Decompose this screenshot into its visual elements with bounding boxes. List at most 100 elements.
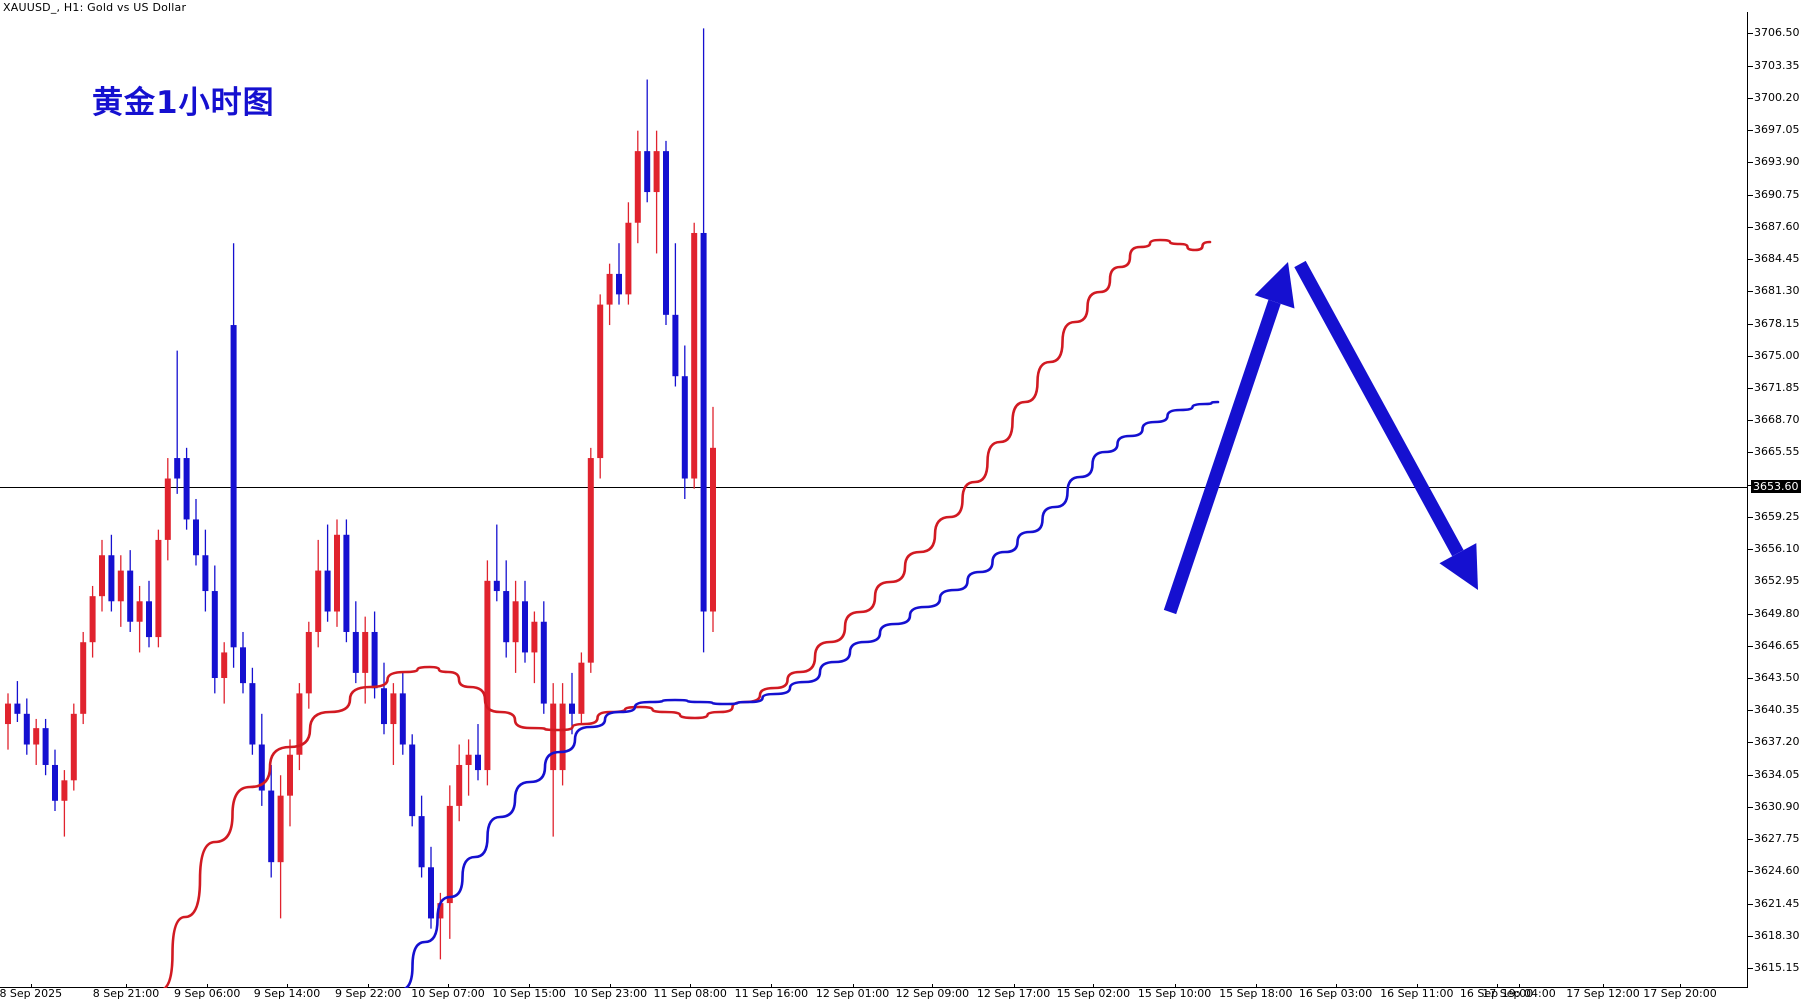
candle-body <box>70 713 77 781</box>
time-axis-tick <box>1013 984 1015 988</box>
candle-body <box>89 596 96 643</box>
price-axis-tick <box>1748 162 1753 164</box>
candle-body <box>691 232 698 479</box>
forecast-arrow-annotation[interactable] <box>0 12 1748 988</box>
candle-body <box>569 703 575 714</box>
price-axis-tick <box>1748 420 1753 422</box>
time-axis-label: 15 Sep 18:00 <box>1219 987 1293 1000</box>
price-axis-label: 3703.35 <box>1754 58 1800 72</box>
time-axis-tick <box>852 984 854 988</box>
candle-body <box>146 601 152 638</box>
price-axis-tick <box>1748 194 1753 196</box>
price-axis-label: 3700.20 <box>1754 90 1800 104</box>
candle-body <box>249 683 256 745</box>
forecast-arrow-up-icon[interactable] <box>1163 262 1295 615</box>
time-axis-label: 16 Sep 19:00 <box>1459 987 1534 1000</box>
candle-body <box>409 744 416 817</box>
time-axis-label: 10 Sep 07:00 <box>411 987 485 1000</box>
time-axis-label: 17 Sep 12:00 <box>1566 987 1640 1000</box>
candle-body <box>559 703 566 771</box>
candle-body <box>221 652 228 679</box>
candle-body <box>493 580 500 592</box>
time-axis-tick <box>207 984 209 988</box>
price-axis-label: 3646.65 <box>1754 638 1800 652</box>
candle-body <box>550 703 557 771</box>
candle-body <box>108 555 115 602</box>
price-axis-label: 3678.15 <box>1754 316 1800 330</box>
current-price-tag[interactable]: 3653.60 <box>1751 480 1801 493</box>
candle-body <box>14 703 21 714</box>
price-axis-tick <box>1748 97 1753 99</box>
time-axis-label: 17 Sep 04:00 <box>1482 987 1556 1000</box>
time-axis-label: 11 Sep 16:00 <box>734 987 809 1000</box>
price-axis-tick <box>1748 645 1753 647</box>
price-axis-label: 3681.30 <box>1754 284 1800 298</box>
time-axis-label: 16 Sep 11:00 <box>1380 987 1454 1000</box>
plot-area[interactable]: 黄金1小时图 <box>0 12 1748 988</box>
price-axis-tick <box>1748 871 1753 873</box>
time-axis-label: 8 Sep 21:00 <box>92 987 160 1000</box>
price-axis-label: 3640.35 <box>1754 703 1800 717</box>
candle-body <box>52 764 58 801</box>
time-axis-tick <box>126 984 127 988</box>
candle-body <box>315 570 322 632</box>
price-axis-label: 3624.60 <box>1754 864 1800 878</box>
candle-body <box>23 713 30 745</box>
candle-body <box>305 631 312 694</box>
candle-body <box>390 693 397 725</box>
candle-body <box>700 232 707 612</box>
candle-body <box>512 601 519 643</box>
price-axis-label: 3665.55 <box>1754 445 1800 459</box>
candle-body <box>606 273 613 305</box>
candle-body <box>540 621 547 704</box>
price-axis-label: 3649.80 <box>1754 606 1800 620</box>
price-axis-tick <box>1748 968 1753 970</box>
price-axis-label: 3671.85 <box>1754 380 1800 394</box>
forecast-arrow-down-icon[interactable] <box>1294 260 1478 590</box>
price-axis-label: 3634.05 <box>1754 767 1800 781</box>
price-axis-tick <box>1748 678 1753 679</box>
candle-body <box>202 555 209 592</box>
time-axis[interactable]: 8 Sep 2025 8 Sep 21:00 9 Sep 06:00 9 Sep 14… <box>0 984 1802 1008</box>
candle-body <box>362 631 369 673</box>
arrow-head <box>1254 262 1295 309</box>
price-axis[interactable]: 3706.50 3703.35 3700.20 3697.05 3693.90 3690.… <box>1748 0 1802 1008</box>
candle-body <box>277 795 284 863</box>
price-axis-tick <box>1748 291 1753 293</box>
candle-body <box>446 805 453 904</box>
candle-body <box>343 534 350 632</box>
candle-body <box>578 662 585 714</box>
price-axis-label: 3706.50 <box>1754 26 1800 40</box>
candle-body <box>663 151 669 315</box>
price-axis-tick <box>1748 903 1753 905</box>
price-axis-label: 3693.90 <box>1754 155 1800 169</box>
time-axis-tick <box>30 984 32 988</box>
candle-body <box>653 151 660 193</box>
price-axis-tick <box>1748 710 1753 712</box>
time-axis-tick <box>1680 984 1681 988</box>
candle-body <box>5 703 11 725</box>
candle-body <box>155 539 162 638</box>
plot-frame <box>0 12 1748 988</box>
price-axis-tick <box>1748 452 1753 454</box>
chart-title: XAUUSD_, H1: Gold vs US Dollar <box>3 1 187 14</box>
candle-body <box>334 534 340 612</box>
candle-body <box>456 764 463 806</box>
candle-body <box>475 754 481 771</box>
candle-body <box>296 693 303 755</box>
price-axis-label: 3684.45 <box>1754 252 1800 266</box>
candle-body <box>465 754 472 765</box>
candle-body <box>399 693 406 745</box>
price-axis-label: 3659.25 <box>1754 509 1800 523</box>
chart-annotation-text: 黄金1小时图 <box>92 85 275 121</box>
candle-body <box>127 570 134 622</box>
arrow-head <box>1439 543 1478 590</box>
candle-body <box>371 631 378 689</box>
time-axis-tick <box>1416 984 1418 988</box>
candle-body <box>230 325 237 648</box>
time-axis-tick <box>1519 984 1520 988</box>
candlestick-series <box>5 28 1220 988</box>
time-axis-tick <box>610 984 612 988</box>
ma-slow-line <box>403 400 1220 988</box>
